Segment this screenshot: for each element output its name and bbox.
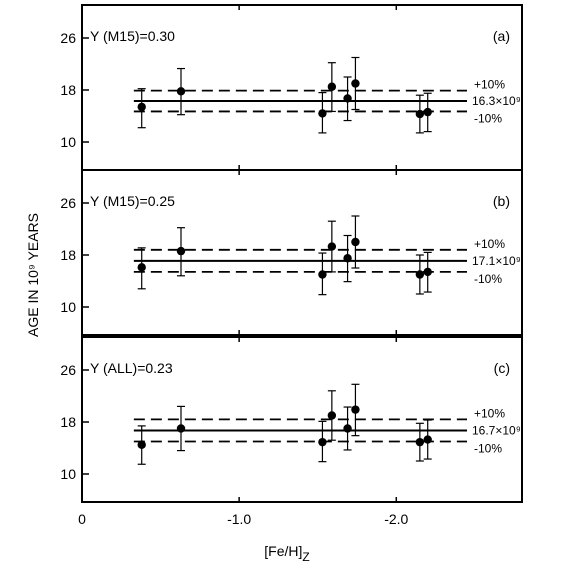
upper-10pct-label: +10% <box>474 237 505 251</box>
data-point <box>137 263 146 272</box>
upper-10pct-label: +10% <box>474 406 505 420</box>
panel-letter: (b) <box>493 193 510 209</box>
y-tick-label: 26 <box>60 195 76 211</box>
data-point <box>351 79 360 88</box>
data-point <box>415 109 425 119</box>
data-point <box>343 254 352 263</box>
x-axis-label: [Fe/H]Z <box>264 543 309 564</box>
data-point <box>351 237 360 247</box>
y-tick-label: 18 <box>60 82 76 98</box>
lower-10pct-label: -10% <box>474 111 502 125</box>
x-axis-label-subscript: Z <box>302 550 309 564</box>
data-point <box>423 267 432 277</box>
data-point <box>327 411 337 420</box>
y-tick-label: 18 <box>60 247 76 263</box>
panel-frame <box>81 169 523 336</box>
y-tick-label: 10 <box>60 466 76 482</box>
panel-title: Y (ALL)=0.23 <box>90 360 173 376</box>
panel-letter: (c) <box>494 360 510 376</box>
y-tick-label: 18 <box>60 414 76 430</box>
data-point <box>176 424 186 433</box>
upper-10pct-label: +10% <box>474 78 505 92</box>
y-axis-label: AGE IN 10⁹ YEARS <box>25 213 41 337</box>
panel-title: Y (M15)=0.30 <box>90 28 175 44</box>
data-point <box>318 109 327 118</box>
data-point <box>137 102 146 112</box>
x-tick-label: 0 <box>78 511 86 527</box>
mean-value-label: 17.1×10⁹ <box>472 254 521 268</box>
panel-3: 10 18 26 Y (ALL)=0.23 (c) +10% 16.7×10⁹ -10% <box>60 336 523 503</box>
data-point <box>327 242 337 251</box>
x-axis-label-main: [Fe/H] <box>264 543 302 559</box>
data-point <box>176 246 186 256</box>
x-tick-label: -2.0 <box>384 511 408 527</box>
panel-title: Y (M15)=0.25 <box>90 193 175 209</box>
y-tick-label: 10 <box>60 134 76 150</box>
data-point <box>415 437 425 447</box>
panel-1: 10 18 26 Y (M15)=0.30 (a) +10% 16.3×10⁹ -10% <box>60 4 523 171</box>
data-point <box>423 435 432 444</box>
y-tick-label: 26 <box>60 362 76 378</box>
panel-2: 10 18 26 Y (M15)=0.25 (b) +10% 17.1×10⁹ -10% <box>60 169 523 336</box>
data-point <box>423 107 432 117</box>
data-point <box>351 405 360 414</box>
panel-frame <box>81 336 523 503</box>
lower-10pct-label: -10% <box>474 442 502 456</box>
data-point <box>318 437 327 447</box>
data-point <box>343 94 352 103</box>
data-point <box>415 270 425 279</box>
data-point <box>327 82 337 91</box>
y-tick-label: 26 <box>60 30 76 46</box>
data-point <box>176 87 186 96</box>
panel-letter: (a) <box>493 28 510 44</box>
x-axis: 0 -1.0 -2.0 <box>78 511 408 527</box>
lower-10pct-label: -10% <box>474 272 502 286</box>
data-point <box>318 270 327 279</box>
mean-value-label: 16.3×10⁹ <box>472 94 521 108</box>
mean-value-label: 16.7×10⁹ <box>472 423 521 437</box>
data-point <box>137 440 146 449</box>
y-tick-label: 10 <box>60 299 76 315</box>
x-tick-label: -1.0 <box>227 511 251 527</box>
data-point <box>343 424 352 433</box>
